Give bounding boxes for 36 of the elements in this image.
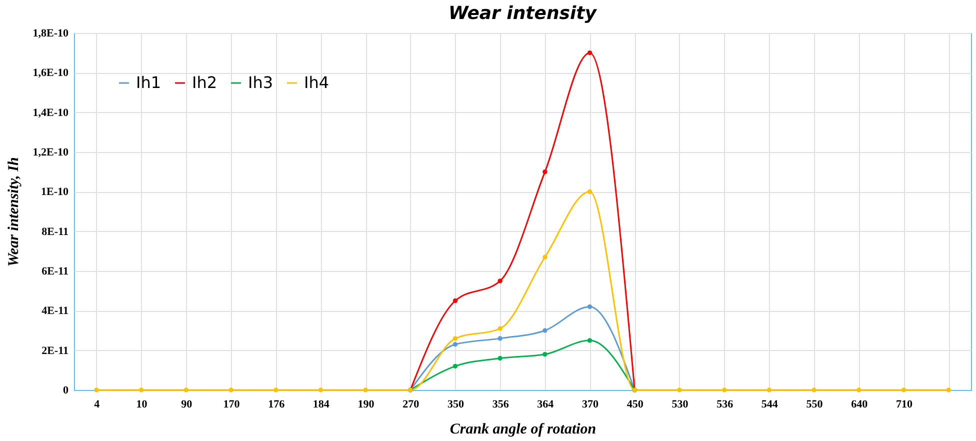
x-tick-label: 544 (761, 398, 778, 410)
x-tick-label: 170 (223, 398, 240, 410)
x-tick-label: 710 (896, 398, 913, 410)
x-tick-label: 350 (447, 398, 464, 410)
y-tick-label: 2E-11 (42, 344, 68, 357)
y-tick-label: 0 (63, 384, 69, 396)
y-tick-label: 4E-11 (42, 305, 68, 318)
y-axis-title: Wear intensity, Ih (6, 157, 22, 267)
y-tick-label: 1,8E-10 (32, 28, 69, 40)
x-tick-label: 450 (626, 398, 644, 410)
chart-title: Wear intensity (448, 3, 598, 24)
y-tick-label: 1,2E-10 (32, 146, 69, 158)
x-tick-label: 176 (268, 398, 286, 410)
x-tick-label: 364 (537, 398, 554, 410)
y-tick-label: 1,4E-10 (32, 106, 69, 119)
x-tick-label: 356 (492, 398, 510, 410)
x-tick-label: 550 (806, 398, 824, 410)
x-tick-label: 270 (402, 398, 420, 410)
x-axis-title: Crank angle of rotation (450, 422, 596, 438)
x-tick-label: 640 (851, 398, 868, 410)
legend-label: Ih4 (304, 73, 330, 92)
x-tick-label: 530 (672, 398, 689, 410)
x-tick-label: 4 (94, 398, 100, 410)
x-tick-label: 10 (136, 398, 148, 410)
x-tick-label: 184 (312, 398, 330, 410)
x-tick-label: 90 (181, 398, 193, 410)
x-tick-label: 370 (582, 398, 600, 410)
y-tick-label: 6E-11 (42, 266, 68, 278)
y-tick-label: 1,6E-10 (32, 67, 69, 80)
x-tick-label: 190 (358, 398, 375, 410)
x-tick-label: 536 (716, 398, 734, 410)
y-tick-label: 1E-10 (41, 186, 69, 198)
legend-label: Ih2 (192, 73, 218, 92)
legend-label: Ih1 (136, 73, 162, 92)
y-tick-label: 8E-11 (42, 226, 68, 238)
legend-label: Ih3 (248, 73, 274, 92)
